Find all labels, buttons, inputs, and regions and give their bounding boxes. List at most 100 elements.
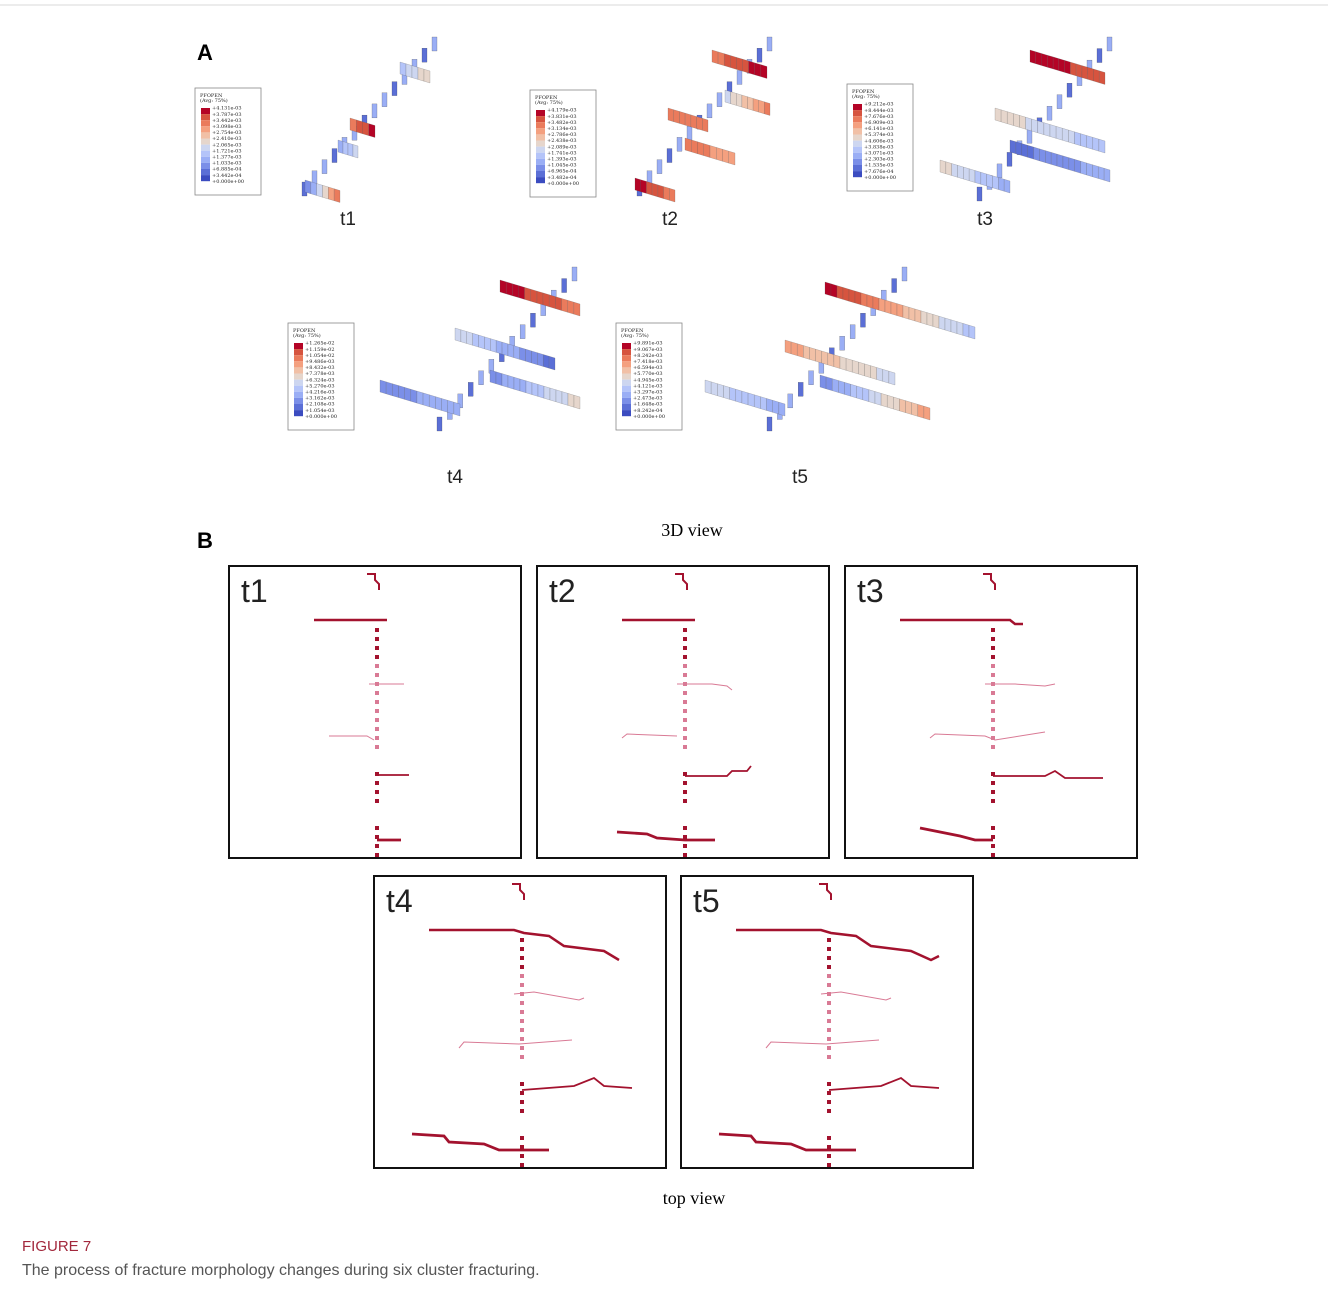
wellbore-dash [991, 718, 995, 722]
fracture-segment [455, 328, 461, 342]
legend-swatch [536, 128, 545, 134]
frame-label: t4 [386, 883, 413, 919]
wellbore-dash [991, 664, 995, 668]
legend-label: +3.831e-03 [547, 114, 577, 120]
legend-swatch [853, 128, 862, 134]
fracture-segment [749, 61, 755, 75]
wellbore-dash [683, 700, 687, 704]
fracture-block [372, 104, 377, 118]
fracture-segment [1038, 121, 1044, 135]
legend-swatch [622, 380, 631, 386]
fracture-segment [875, 392, 881, 406]
wellbore-dash [375, 826, 379, 830]
legend-label: +1.045e-03 [547, 163, 577, 169]
fracture-segment [363, 122, 369, 136]
fracture-segment [538, 384, 544, 398]
fracture-segment [1076, 64, 1082, 78]
wellbore-dash [991, 709, 995, 713]
wellbore-dash [827, 947, 831, 951]
fracture-segment [981, 172, 987, 186]
fracture-segment [574, 395, 580, 409]
fracture-segment [479, 335, 485, 349]
legend-label: +8.242e-03 [633, 353, 663, 359]
fracture-segment [526, 349, 532, 363]
legend-label: +7.676e-03 [864, 114, 894, 120]
wellbore-dash [683, 799, 687, 803]
fracture-segment [724, 54, 730, 68]
fracture-segment [712, 50, 718, 64]
view-label: t2 [662, 209, 678, 230]
fracture-segment [940, 160, 946, 174]
fracture-segment [933, 314, 939, 328]
fracture-segment [556, 390, 562, 404]
fracture-segment [502, 342, 508, 356]
fracture-segment [398, 386, 404, 400]
fracture-segment [369, 124, 375, 138]
legend: PFOPEN(Avg: 75%)+9.212e-03+8.444e-03+7.6… [847, 84, 913, 191]
wellbore-dash [991, 727, 995, 731]
legend-swatch [853, 104, 862, 110]
fracture-segment [889, 371, 895, 385]
legend-swatch [294, 349, 303, 355]
legend-swatch [294, 398, 303, 404]
fracture-segment [1036, 52, 1042, 66]
fracture-segment [1050, 125, 1056, 139]
legend-swatch [622, 398, 631, 404]
wellbore-dash [520, 1037, 524, 1041]
fracture-segment [785, 340, 791, 354]
wellbore-dash [520, 1001, 524, 1005]
fracture-segment [921, 311, 927, 325]
legend-swatch [536, 159, 545, 165]
fracture-segment [702, 118, 708, 132]
fracture-segment [809, 347, 815, 361]
legend: PFOPEN(Avg: 75%)+1.265e-02+1.159e-02+1.0… [288, 323, 354, 430]
fracture-segment [849, 289, 855, 303]
legend-label: +0.000e+00 [212, 179, 244, 185]
legend-label: +1.265e-02 [305, 341, 335, 347]
fracture-block [1097, 49, 1102, 63]
wellbore-dash [683, 664, 687, 668]
fracture-segment [887, 395, 893, 409]
fracture-segment [1088, 67, 1094, 81]
legend-label: +9.212e-03 [864, 102, 894, 108]
fracture-segment [418, 67, 424, 81]
fracture-block [432, 37, 437, 51]
wellbore-dash [827, 1091, 831, 1095]
wellbore-dash [991, 637, 995, 641]
legend-label: +1.377e-03 [212, 155, 242, 161]
wellbore-dash [827, 1046, 831, 1050]
wellbore-dash [827, 1010, 831, 1014]
wellbore-dash [991, 673, 995, 677]
fracture-segment [685, 138, 691, 152]
fracture-segment [1082, 66, 1088, 80]
fracture-segment [574, 302, 580, 316]
legend-swatch [294, 386, 303, 392]
fracture-segment [311, 182, 317, 196]
wellbore-dash [683, 844, 687, 848]
fracture-segment [753, 98, 759, 112]
legend-label: +9.891e-03 [633, 341, 663, 347]
wellbore-dash [827, 1037, 831, 1041]
panel-label: A [197, 40, 213, 65]
fracture-segment [838, 381, 844, 395]
legend-swatch [536, 110, 545, 116]
fracture-segment [834, 355, 840, 369]
legend-swatch [622, 410, 631, 416]
legend-swatch [536, 165, 545, 171]
fracture-block [1027, 129, 1032, 143]
fracture-segment [664, 187, 670, 201]
legend-label: +3.071e-03 [864, 151, 894, 157]
fracture-block [479, 371, 484, 385]
fracture-segment [550, 388, 556, 402]
frame-label: t3 [857, 573, 884, 609]
legend-swatch [201, 169, 210, 175]
fracture-segment [518, 286, 524, 300]
fracture-segment [903, 305, 909, 319]
fracture-segment [832, 379, 838, 393]
fracture-segment [987, 174, 993, 188]
fracture-block [687, 126, 692, 140]
legend-label: +0.000e+00 [633, 414, 665, 420]
legend-swatch [201, 126, 210, 132]
wellbore-dash [375, 628, 379, 632]
legend-subtitle: (Avg: 75%) [293, 332, 321, 339]
